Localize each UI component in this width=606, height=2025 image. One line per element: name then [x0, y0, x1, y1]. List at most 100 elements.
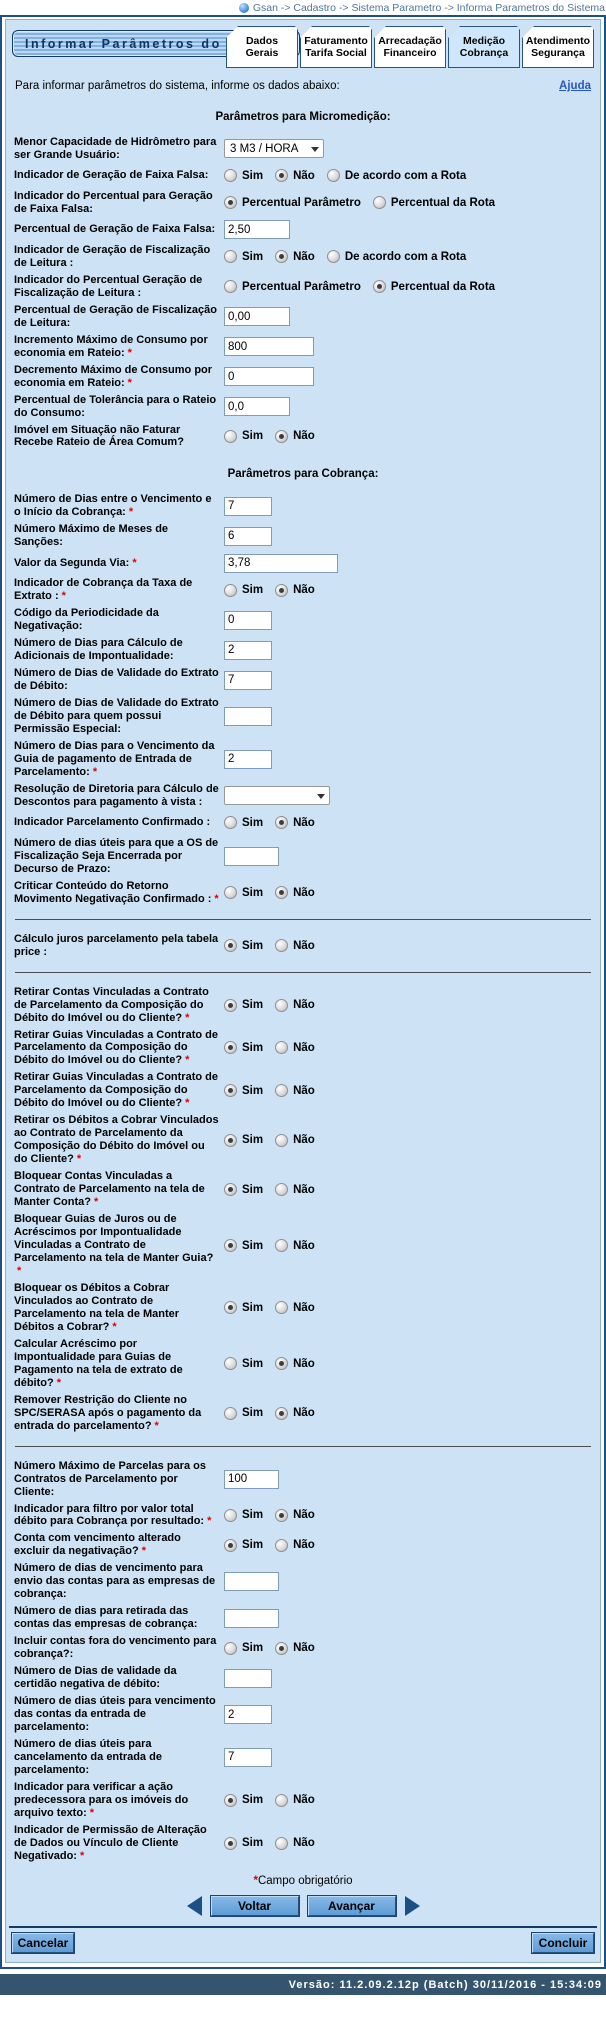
text-input[interactable] — [224, 749, 272, 769]
radio-button[interactable] — [224, 1836, 237, 1850]
radio-button[interactable] — [224, 1239, 237, 1253]
prev-arrow-icon[interactable] — [186, 1895, 202, 1916]
radio-button[interactable] — [275, 998, 289, 1012]
radio-button[interactable] — [224, 1357, 237, 1371]
radio-button[interactable] — [275, 886, 289, 900]
radio-button[interactable] — [224, 1183, 237, 1197]
radio-button[interactable] — [224, 998, 237, 1012]
text-input[interactable] — [224, 307, 290, 327]
tab-faturamento-tarifa-social[interactable]: Faturamento Tarifa Social — [300, 26, 372, 68]
tab-medicao-cobranca[interactable]: Medição Cobrança — [448, 26, 520, 68]
radio-button[interactable] — [326, 250, 340, 264]
text-input[interactable] — [224, 526, 272, 546]
radio-button[interactable] — [275, 1406, 289, 1420]
help-link[interactable]: Ajuda — [559, 80, 591, 92]
radio-button[interactable] — [224, 169, 237, 183]
radio-button[interactable] — [224, 280, 237, 294]
text-input[interactable] — [224, 220, 290, 240]
text-input[interactable] — [224, 367, 314, 387]
text-input[interactable] — [224, 397, 290, 417]
tab-arrecadacao-financeiro[interactable]: Arrecadação Financeiro — [374, 26, 446, 68]
radio-button[interactable] — [275, 429, 289, 443]
text-input[interactable] — [224, 707, 272, 727]
field-label-text: Número de Dias entre o Vencimento e o In… — [14, 493, 212, 519]
radio-button[interactable] — [275, 939, 289, 953]
finish-button[interactable]: Concluir — [531, 1931, 595, 1954]
text-input[interactable] — [224, 1469, 279, 1489]
tab-atendimento-seguranca[interactable]: Atendimento Segurança — [522, 26, 594, 68]
radio-button[interactable] — [275, 1084, 289, 1098]
section-title: Parâmetros para Cobrança: — [6, 468, 600, 480]
field-label: Indicador do Percentual Geração de Fisca… — [14, 274, 219, 300]
radio-button[interactable] — [224, 250, 237, 264]
radio-button[interactable] — [224, 886, 237, 900]
dropdown[interactable] — [224, 786, 330, 806]
radio-button[interactable] — [275, 1133, 289, 1147]
radio-button[interactable] — [326, 169, 340, 183]
radio-button[interactable] — [224, 1084, 237, 1098]
field-label-text: Número Máximo de Meses de Sanções: — [14, 523, 169, 549]
text-input[interactable] — [224, 670, 272, 690]
text-input[interactable] — [224, 1668, 272, 1688]
text-input[interactable] — [224, 496, 272, 516]
back-button[interactable]: Voltar — [209, 1894, 300, 1917]
next-button[interactable]: Avançar — [306, 1894, 397, 1917]
radio-button[interactable] — [224, 429, 237, 443]
radio-button[interactable] — [275, 169, 289, 183]
radio-button[interactable] — [275, 1301, 289, 1315]
radio-button[interactable] — [224, 816, 237, 830]
required-marker: * — [56, 1376, 61, 1389]
radio-button[interactable] — [372, 196, 386, 210]
help-ball-icon[interactable] — [238, 2, 249, 13]
text-input[interactable] — [224, 553, 338, 573]
text-input[interactable] — [224, 846, 279, 866]
field-label: Número Máximo de Meses de Sanções: — [14, 523, 219, 549]
field-label-text: Número de dias úteis para que a OS de Fi… — [14, 836, 219, 875]
radio-option: Percentual Parâmetro — [224, 280, 361, 294]
required-marker: * — [92, 765, 98, 778]
radio-button[interactable] — [275, 250, 289, 264]
radio-button[interactable] — [372, 280, 386, 294]
radio-button[interactable] — [224, 939, 237, 953]
text-input[interactable] — [224, 1747, 272, 1767]
form-body: Parâmetros para Micromedição: Menor Capac… — [6, 111, 600, 1865]
radio-button[interactable] — [224, 1133, 237, 1147]
radio-button[interactable] — [224, 583, 237, 597]
wizard-nav: Voltar Avançar — [6, 1894, 600, 1917]
text-input[interactable] — [224, 640, 272, 660]
radio-button[interactable] — [275, 1239, 289, 1253]
radio-button[interactable] — [224, 1793, 237, 1807]
dropdown[interactable]: 3 M3 / HORA — [224, 139, 324, 159]
radio-option: Não — [275, 1183, 315, 1197]
next-arrow-icon[interactable] — [404, 1895, 420, 1916]
radio-button[interactable] — [275, 1183, 289, 1197]
radio-button[interactable] — [275, 583, 289, 597]
radio-button[interactable] — [275, 1641, 289, 1655]
radio-button[interactable] — [224, 1406, 237, 1420]
text-input[interactable] — [224, 610, 272, 630]
radio-button[interactable] — [224, 1538, 237, 1552]
radio-button[interactable] — [275, 1508, 289, 1522]
text-input[interactable] — [224, 1705, 272, 1725]
tab-dados-gerais[interactable]: Dados Gerais — [226, 26, 298, 68]
radio-option: Não — [275, 816, 315, 830]
radio-button[interactable] — [275, 1538, 289, 1552]
cancel-button[interactable]: Cancelar — [11, 1931, 75, 1954]
radio-button[interactable] — [275, 1793, 289, 1807]
field-control: Sim Não — [219, 936, 592, 956]
radio-button[interactable] — [224, 1301, 237, 1315]
radio-button[interactable] — [224, 1508, 237, 1522]
field-label: Número de Dias de Validade do Extrato de… — [14, 667, 219, 693]
text-input[interactable] — [224, 1572, 279, 1592]
text-input[interactable] — [224, 1608, 279, 1628]
radio-button[interactable] — [275, 816, 289, 830]
field-control: Sim Não De acordo com a Rota — [219, 166, 592, 186]
radio-option: Sim — [224, 998, 263, 1012]
text-input[interactable] — [224, 337, 314, 357]
radio-button[interactable] — [224, 196, 237, 210]
radio-button[interactable] — [224, 1041, 237, 1055]
radio-button[interactable] — [275, 1041, 289, 1055]
radio-button[interactable] — [275, 1836, 289, 1850]
radio-button[interactable] — [275, 1357, 289, 1371]
radio-button[interactable] — [224, 1641, 237, 1655]
